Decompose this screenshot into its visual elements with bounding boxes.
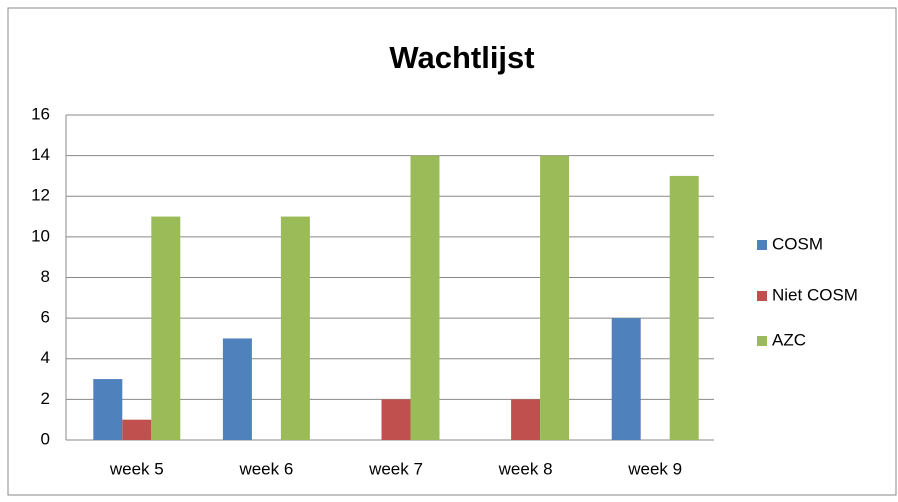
- x-tick-label: week 5: [109, 459, 164, 478]
- legend-label: AZC: [772, 330, 806, 349]
- y-tick-label: 14: [31, 145, 50, 164]
- legend-swatch: [757, 240, 767, 250]
- x-tick-label: week 8: [498, 459, 553, 478]
- chart-title: Wachtlijst: [389, 40, 534, 75]
- bar: [222, 338, 252, 440]
- bar: [93, 379, 123, 440]
- bar: [381, 399, 411, 440]
- bar: [151, 216, 181, 440]
- bar: [540, 155, 570, 440]
- bar: [280, 216, 310, 440]
- legend-label: Niet COSM: [772, 285, 858, 304]
- y-tick-label: 12: [31, 186, 50, 205]
- bar: [611, 318, 641, 440]
- bar: [122, 419, 152, 440]
- y-tick-label: 16: [31, 104, 50, 123]
- legend-swatch: [757, 291, 767, 301]
- bar: [511, 399, 541, 440]
- x-tick-label: week 9: [627, 459, 682, 478]
- legend-label: COSM: [772, 234, 823, 253]
- bar: [410, 155, 440, 440]
- y-tick-label: 0: [41, 429, 50, 448]
- y-tick-label: 8: [41, 267, 50, 286]
- y-tick-label: 4: [41, 348, 50, 367]
- bar: [669, 175, 699, 440]
- legend-swatch: [757, 336, 767, 346]
- y-tick-label: 2: [41, 389, 50, 408]
- y-tick-label: 6: [41, 308, 50, 327]
- x-tick-label: week 6: [238, 459, 293, 478]
- x-tick-label: week 7: [368, 459, 423, 478]
- y-tick-label: 10: [31, 226, 50, 245]
